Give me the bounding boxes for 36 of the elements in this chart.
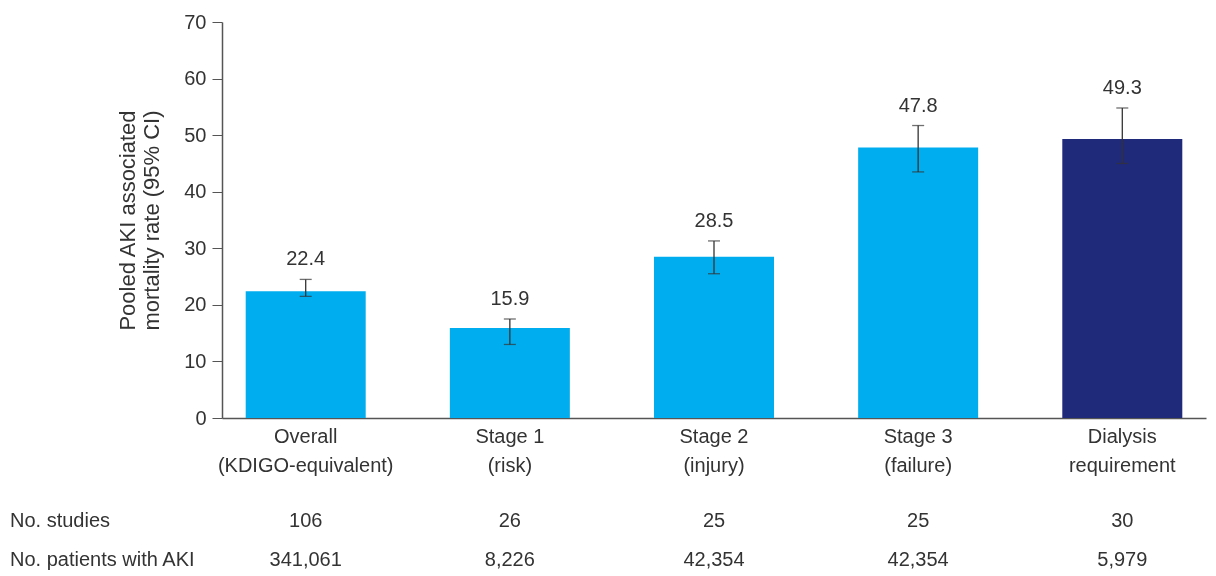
- text: 106: [289, 509, 323, 531]
- y-tick-label: 30: [184, 236, 207, 259]
- data-label: 28.5: [694, 208, 734, 231]
- bar: [449, 328, 570, 418]
- data-label: 22.4: [286, 247, 326, 270]
- bar: [245, 291, 366, 418]
- x-tick-label: Stage 2 (injury): [679, 424, 749, 476]
- text: 30: [1111, 509, 1134, 531]
- text: No. studies: [10, 509, 111, 531]
- y-tick-label: 60: [184, 67, 207, 90]
- text: 42,354: [887, 548, 949, 570]
- text: 42,354: [683, 548, 745, 570]
- y-axis-title: Pooled AKI associated mortality rate (95% CI): [115, 110, 165, 331]
- x-tick-label: Overall (KDIGO-equivalent): [217, 424, 394, 476]
- text: No. patients with AKI: [10, 548, 195, 570]
- y-tick-label: 50: [184, 123, 207, 146]
- text: 26: [498, 509, 521, 531]
- data-label: 15.9: [490, 287, 530, 309]
- x-tick-label: Stage 3 (failure): [883, 424, 953, 476]
- x-tick-label: Dialysis requirement: [1068, 424, 1177, 476]
- data-label: 49.3: [1102, 75, 1142, 98]
- y-tick-label: 10: [184, 349, 207, 372]
- text: 25: [907, 509, 930, 531]
- bar: [654, 256, 774, 418]
- text: 25: [702, 509, 726, 531]
- bar: [1062, 139, 1183, 418]
- text: 8,226: [484, 548, 535, 570]
- data-label: 47.8: [898, 93, 938, 116]
- bar: [858, 147, 979, 418]
- text: 341,061: [269, 548, 342, 570]
- y-tick-label: 0: [195, 406, 207, 429]
- y-tick-label: 70: [184, 10, 207, 33]
- text: 5,979: [1097, 548, 1148, 570]
- x-tick-label: Stage 1 (risk): [475, 424, 545, 476]
- y-tick-label: 40: [184, 180, 207, 203]
- y-tick-label: 20: [184, 293, 207, 316]
